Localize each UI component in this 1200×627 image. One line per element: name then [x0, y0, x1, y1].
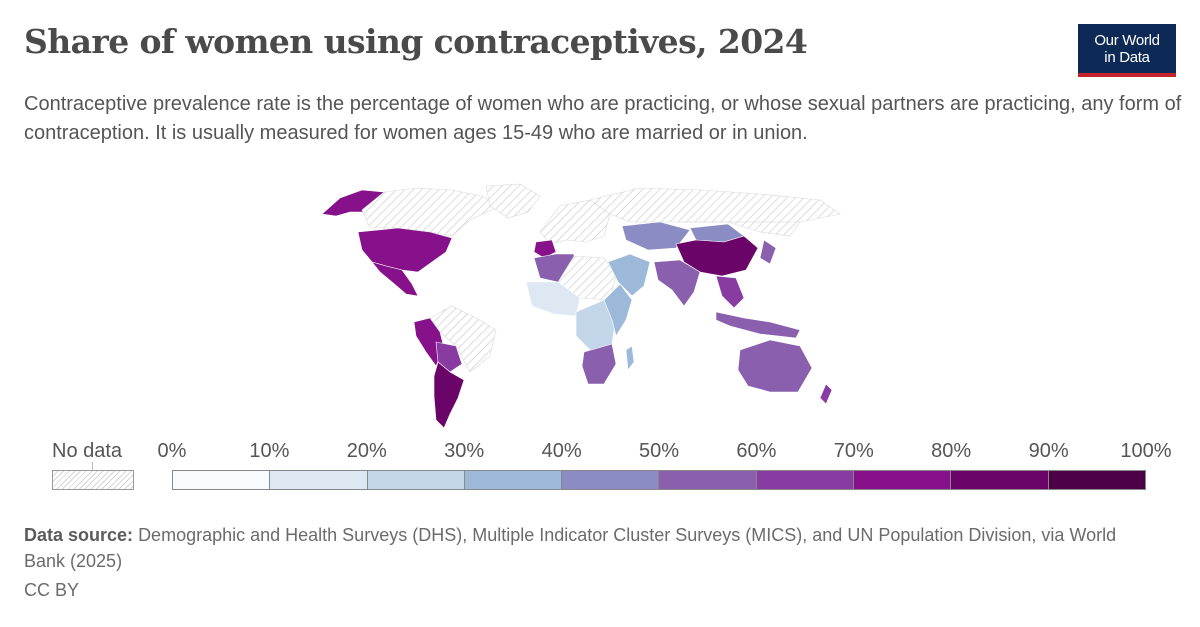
- map-region-canada[interactable]: [361, 187, 501, 237]
- map-region-europe[interactable]: [539, 199, 611, 245]
- map-region-southeast-asia[interactable]: [715, 275, 745, 309]
- legend-bin-9[interactable]: [1048, 471, 1145, 489]
- legend-bin-0[interactable]: [173, 471, 271, 489]
- legend-tick-3: 30%: [444, 440, 485, 462]
- license[interactable]: CC BY: [24, 580, 80, 600]
- legend-tick-7: 70%: [833, 440, 874, 462]
- map-region-australia[interactable]: [737, 339, 813, 393]
- legend-no-data-label: No data: [52, 440, 123, 462]
- owid-logo[interactable]: Our World in Data: [1078, 24, 1176, 77]
- world-map[interactable]: [0, 180, 1200, 435]
- data-source: Data source: Demographic and Health Surv…: [24, 522, 1144, 574]
- map-region-siberia[interactable]: [680, 221, 801, 237]
- map-region-central-america[interactable]: [371, 261, 419, 297]
- data-source-text: Demographic and Health Surveys (DHS), Mu…: [24, 525, 1117, 571]
- legend-bin-1[interactable]: [270, 471, 368, 489]
- legend-tick-6: 60%: [736, 440, 777, 462]
- map-region-madagascar[interactable]: [625, 345, 635, 371]
- legend-tick-labels: 0% 10% 20% 30% 40% 50% 60% 70% 80% 90% 100%: [158, 440, 1172, 464]
- map-region-western-russia[interactable]: [589, 187, 841, 223]
- map-region-south-asia[interactable]: [653, 259, 701, 307]
- legend-bin-6[interactable]: [756, 471, 855, 489]
- map-region-indonesia-philippines[interactable]: [715, 311, 801, 339]
- legend-bin-5[interactable]: [659, 471, 757, 489]
- chart-subtitle: Contraceptive prevalence rate is the per…: [24, 93, 1182, 144]
- legend-bin-3[interactable]: [464, 471, 563, 489]
- legend-tick-2: 20%: [346, 440, 387, 462]
- legend-bin-2[interactable]: [367, 471, 465, 489]
- map-region-argentina-chile[interactable]: [433, 361, 465, 429]
- legend-bin-8[interactable]: [951, 471, 1049, 489]
- legend-tick-10: 100%: [1120, 440, 1172, 462]
- map-region-southern-africa[interactable]: [581, 343, 617, 385]
- legend-tick-5: 50%: [638, 440, 680, 462]
- legend-tick-9: 90%: [1028, 440, 1069, 462]
- legend-bin-7[interactable]: [854, 471, 952, 489]
- map-region-bolivia-paraguay[interactable]: [435, 341, 463, 373]
- legend-tick-4: 40%: [541, 440, 582, 462]
- legend-no-data-tick: [92, 462, 93, 470]
- map-region-new-zealand[interactable]: [819, 383, 833, 405]
- map-region-brazil[interactable]: [429, 305, 497, 373]
- legend-tick-8: 80%: [931, 440, 972, 462]
- legend-tick-1: 10%: [249, 440, 290, 462]
- legend-tick-0: 0%: [157, 440, 187, 462]
- legend-bin-4[interactable]: [562, 471, 660, 489]
- logo-line-2: in Data: [1104, 49, 1150, 66]
- legend-no-data-swatch[interactable]: [52, 470, 134, 490]
- logo-line-1: Our World: [1094, 32, 1160, 49]
- map-region-japan-korea[interactable]: [759, 239, 777, 265]
- data-source-label: Data source:: [24, 525, 134, 545]
- map-region-north-america[interactable]: [357, 227, 453, 273]
- legend-color-bins: [172, 470, 1146, 490]
- map-region-arabia-middle-east[interactable]: [607, 253, 651, 297]
- map-region-kazakhstan-central-asia[interactable]: [621, 221, 691, 251]
- map-region-greenland[interactable]: [485, 183, 541, 219]
- chart-title: Share of women using contraceptives, 202…: [24, 22, 808, 61]
